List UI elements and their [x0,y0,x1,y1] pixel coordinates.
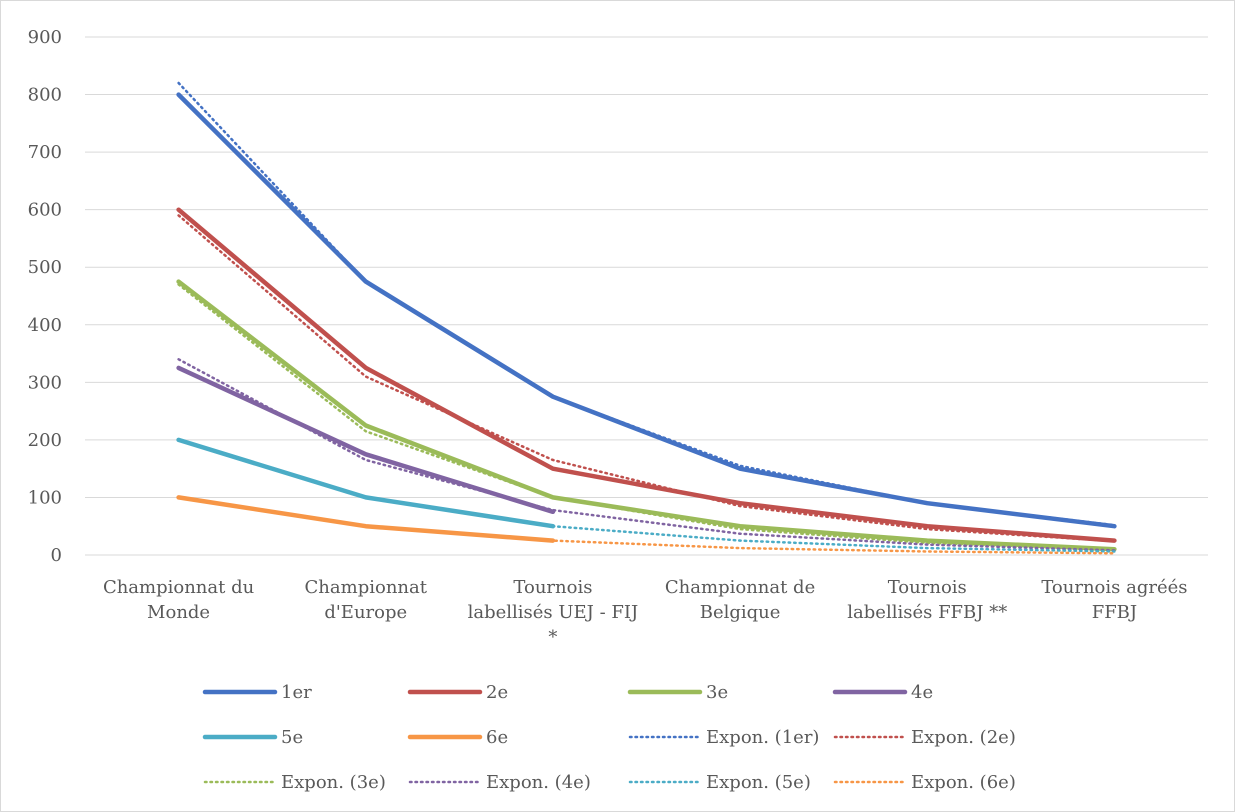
x-category-label: * [548,627,557,648]
y-tick-label: 800 [28,85,62,106]
x-category-label: Tournois [513,577,592,598]
legend-label: 5e [281,727,303,748]
x-category-label: Championnat de [665,577,815,598]
trendline [177,214,1116,543]
y-tick-label: 200 [28,430,62,451]
legend-label: Expon. (1er) [706,727,819,748]
y-tick-label: 500 [28,257,62,278]
x-category-label: labellisés UEJ - FIJ [468,602,639,623]
trendline [177,283,1116,551]
y-tick-label: 400 [28,315,62,336]
legend-label: 3e [706,682,728,703]
legend-label: 2e [486,682,508,703]
trendline [177,496,1116,555]
x-category-label: Tournois [888,577,967,598]
y-tick-label: 900 [28,27,62,48]
x-category-label: FFBJ [1092,602,1137,623]
x-category-label: Belgique [700,602,781,623]
x-category-label: Monde [147,602,210,623]
series-line-3e [176,279,1117,552]
series-line-1er [176,92,1117,529]
trendline [177,438,1116,553]
legend-label: Expon. (6e) [911,772,1016,793]
y-tick-label: 300 [28,372,62,393]
y-tick-label: 600 [28,200,62,221]
legend-label: Expon. (3e) [281,772,386,793]
x-category-label: Tournois agréés [1041,577,1187,598]
x-category-label: Championnat [305,577,428,598]
legend-label: 4e [911,682,933,703]
legend-label: 6e [486,727,508,748]
y-tick-label: 0 [51,545,62,566]
legend-label: Expon. (4e) [486,772,591,793]
x-category-label: labellisés FFBJ ** [847,602,1007,623]
y-tick-label: 100 [28,487,62,508]
series-line-2e [176,207,1117,543]
legend-label: Expon. (5e) [706,772,811,793]
legend-label: 1er [281,682,312,703]
legend-label: Expon. (2e) [911,727,1016,748]
trendline [177,358,1116,552]
y-tick-label: 700 [28,142,62,163]
trendline [177,81,1116,527]
x-category-label: Championnat du [103,577,254,598]
x-category-label: d'Europe [324,602,407,623]
